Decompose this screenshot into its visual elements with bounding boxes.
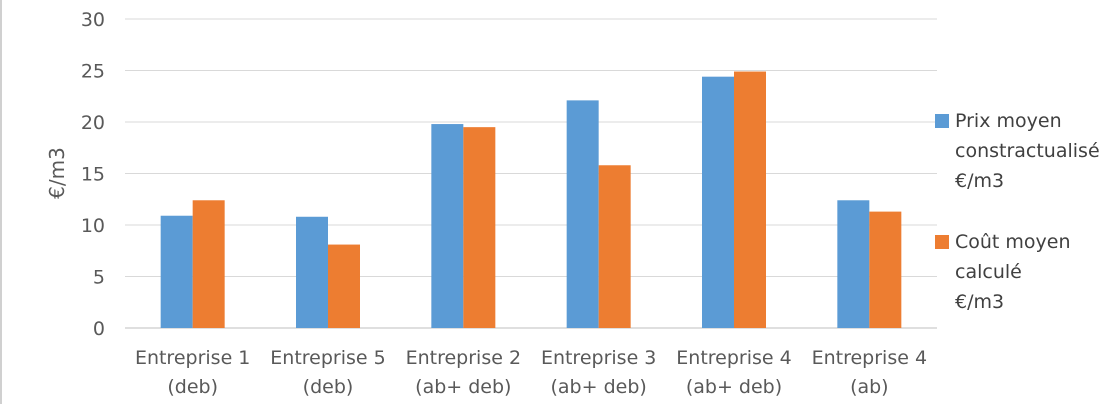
x-category-label: Entreprise 4 — [812, 347, 927, 369]
x-category-label: Entreprise 1 — [135, 347, 250, 369]
bar-series2-1 — [192, 200, 225, 328]
y-tick-label: 25 — [81, 61, 105, 83]
y-axis-label: €/m3 — [45, 147, 69, 199]
bar-series1-6 — [837, 200, 870, 328]
x-category-label: (ab+ deb) — [551, 376, 647, 398]
bar-series1-1 — [160, 215, 193, 328]
x-category-label: Entreprise 3 — [541, 347, 656, 369]
x-category-label: (deb) — [167, 376, 218, 398]
bar-series1-5 — [702, 76, 734, 329]
bar-series1-4 — [566, 100, 599, 329]
bar-series1-3 — [431, 124, 464, 328]
legend-label: calculé — [955, 261, 1022, 283]
x-category-label: Entreprise 4 — [676, 347, 791, 369]
y-tick-label: 30 — [81, 9, 105, 31]
bar-series2-2 — [328, 244, 360, 328]
legend-label: Prix moyen — [955, 110, 1062, 132]
x-category-label: (ab) — [850, 376, 889, 398]
y-tick-label: 20 — [81, 112, 105, 134]
bar-series2-4 — [598, 165, 631, 328]
y-tick-label: 15 — [81, 164, 105, 186]
y-tick-label: 10 — [81, 215, 105, 237]
x-category-label: (ab+ deb) — [686, 376, 782, 398]
legend-swatch-1 — [935, 114, 949, 128]
bar-series2-3 — [463, 127, 496, 329]
bar-series1-2 — [296, 216, 328, 328]
bar-series2-6 — [869, 211, 902, 328]
x-category-label: Entreprise 2 — [406, 347, 521, 369]
x-category-label: (deb) — [303, 376, 354, 398]
legend-label: €/m3 — [955, 170, 1004, 192]
y-tick-label: 0 — [93, 318, 105, 340]
x-category-label: Entreprise 5 — [270, 347, 385, 369]
x-category-label: (ab+ deb) — [415, 376, 511, 398]
legend-swatch-2 — [935, 235, 949, 249]
legend-label: constractualisé — [955, 140, 1100, 162]
y-tick-label: 5 — [93, 267, 105, 289]
legend-label: Coût moyen — [955, 231, 1071, 253]
legend-label: €/m3 — [955, 291, 1004, 313]
bar-series2-5 — [734, 71, 766, 328]
